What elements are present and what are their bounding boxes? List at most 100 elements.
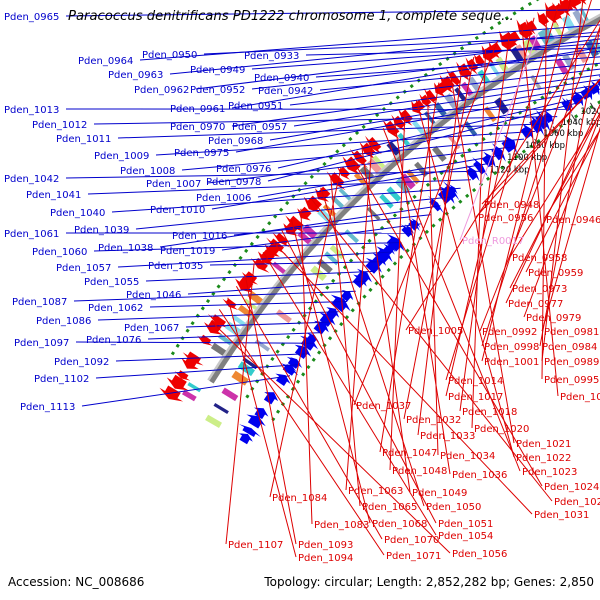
forward-gene-label[interactable]: Pden_1010	[150, 205, 205, 216]
forward-gene-label[interactable]: Pden_0949	[190, 65, 245, 76]
forward-gene-label[interactable]: Pden_1060	[32, 247, 87, 258]
forward-gene-label[interactable]: Pden_1087	[12, 297, 67, 308]
reverse-gene-label[interactable]: Pden_1071	[386, 551, 441, 562]
forward-gene-label[interactable]: Pden_0952	[190, 85, 245, 96]
reverse-gene-label[interactable]: Pden_1020	[474, 424, 529, 435]
reverse-gene-label[interactable]: Pden_0958	[512, 253, 567, 264]
reverse-gene-label[interactable]: Pden_1024	[544, 482, 599, 493]
reverse-gene-label[interactable]: Pden_1021	[516, 439, 571, 450]
reverse-gene-label[interactable]: Pden_0977	[508, 299, 563, 310]
forward-gene-label[interactable]: Pden_0940	[254, 73, 309, 84]
forward-gene-label[interactable]: Pden_1055	[84, 277, 139, 288]
reverse-gene-label[interactable]: Pden_1005	[408, 326, 463, 337]
forward-gene-label[interactable]: Pden_1113	[20, 402, 75, 413]
reverse-gene-label[interactable]: Pden_0979	[526, 313, 581, 324]
reverse-gene-label[interactable]: Pden_1033	[420, 431, 475, 442]
forward-gene-label[interactable]: Pden_0962	[134, 85, 189, 96]
reverse-gene-label[interactable]: Pden_1093	[298, 540, 353, 551]
forward-gene-label[interactable]: Pden_0978	[206, 177, 261, 188]
reverse-gene-label[interactable]: Pden_1084	[272, 493, 327, 504]
forward-gene-label[interactable]: Pden_0975	[174, 148, 229, 159]
reverse-gene-label[interactable]: Pden_1051	[438, 519, 493, 530]
forward-gene-label[interactable]: Pden_1097	[14, 338, 69, 349]
forward-gene-label[interactable]: Pden_1008	[120, 166, 175, 177]
reverse-gene-label[interactable]: Pden_1034	[440, 451, 495, 462]
reverse-gene-label[interactable]: Pden_1054	[438, 531, 493, 542]
reverse-gene-label[interactable]: Pden_1063	[348, 486, 403, 497]
reverse-gene-label[interactable]: Pden_1037	[356, 401, 411, 412]
forward-gene-label[interactable]: Pden_0951	[228, 101, 283, 112]
reverse-gene-label[interactable]: Pden_1023	[522, 467, 577, 478]
reverse-gene-label[interactable]: Pden_1107	[228, 540, 283, 551]
forward-gene-label[interactable]: Pden_0933	[244, 51, 299, 62]
forward-gene-label[interactable]: Pden_0950	[142, 50, 197, 61]
reverse-gene-label[interactable]: Pden_1002	[560, 392, 600, 403]
reverse-gene-label[interactable]: Pden_1025	[554, 497, 600, 508]
reverse-gene-label[interactable]: Pden_1049	[412, 488, 467, 499]
reverse-gene-label[interactable]: Pden_1048	[392, 466, 447, 477]
reverse-gene-label[interactable]: Pden_1068	[372, 519, 427, 530]
forward-gene-label[interactable]: Pden_0961	[170, 104, 225, 115]
rna-gene-label[interactable]: Pden_R0017	[462, 236, 524, 247]
forward-gene-label[interactable]: Pden_1057	[56, 263, 111, 274]
forward-gene-label[interactable]: Pden_0957	[232, 122, 287, 133]
reverse-gene-label[interactable]: Pden_0989	[544, 357, 599, 368]
forward-gene-label[interactable]: Pden_0970	[170, 122, 225, 133]
forward-gene-label[interactable]: Pden_1038	[98, 243, 153, 254]
reverse-gene-label[interactable]: Pden_1036	[452, 470, 507, 481]
reverse-gene-label[interactable]: Pden_1018	[462, 407, 517, 418]
reverse-gene-label[interactable]: Pden_1017	[448, 392, 503, 403]
forward-gene-label[interactable]: Pden_1061	[4, 229, 59, 240]
reverse-gene-label[interactable]: Pden_1094	[298, 553, 353, 564]
reverse-gene-label[interactable]: Pden_1014	[448, 376, 503, 387]
reverse-gene-label[interactable]: Pden_0948	[484, 200, 539, 211]
forward-gene-label[interactable]: Pden_0968	[208, 136, 263, 147]
reverse-cog-block	[338, 188, 352, 201]
reverse-gene-label[interactable]: Pden_1083	[314, 520, 369, 531]
reverse-gene-label[interactable]: Pden_0992	[482, 327, 537, 338]
reverse-gene-label[interactable]: Pden_1022	[516, 453, 571, 464]
forward-gene-label[interactable]: Pden_0965	[4, 12, 59, 23]
reverse-gene-label[interactable]: Pden_0946	[546, 215, 600, 226]
reverse-gene-label[interactable]: Pden_1050	[426, 502, 481, 513]
forward-gene-label[interactable]: Pden_1009	[94, 151, 149, 162]
forward-gene-label[interactable]: Pden_1011	[56, 134, 111, 145]
reverse-gene-label[interactable]: Pden_0995	[544, 375, 599, 386]
forward-gene-label[interactable]: Pden_1006	[196, 193, 251, 204]
reverse-gene-label[interactable]: Pden_1056	[452, 549, 507, 560]
forward-gene-label[interactable]: Pden_1086	[36, 316, 91, 327]
reverse-gene-label[interactable]: Pden_1031	[534, 510, 589, 521]
reverse-gene-label[interactable]: Pden_0998	[484, 342, 539, 353]
forward-gene-label[interactable]: Pden_1041	[26, 190, 81, 201]
reverse-gene-label[interactable]: Pden_1001	[484, 357, 539, 368]
forward-gene-label[interactable]: Pden_1076	[86, 335, 141, 346]
forward-gene-label[interactable]: Pden_0976	[216, 164, 271, 175]
forward-gene-label[interactable]: Pden_0963	[108, 70, 163, 81]
reverse-gene-label[interactable]: Pden_1065	[362, 502, 417, 513]
label-leader-line	[290, 219, 371, 524]
forward-gene-label[interactable]: Pden_1092	[54, 357, 109, 368]
reverse-gene-label[interactable]: Pden_1070	[384, 535, 439, 546]
reverse-gene-label[interactable]: Pden_0959	[528, 268, 583, 279]
reverse-gene-label[interactable]: Pden_0956	[478, 213, 533, 224]
forward-gene-label[interactable]: Pden_1042	[4, 174, 59, 185]
reverse-gene-label[interactable]: Pden_0973	[512, 284, 567, 295]
reverse-gene-label[interactable]: Pden_0981	[544, 327, 599, 338]
forward-gene-label[interactable]: Pden_1013	[4, 105, 59, 116]
forward-gene-label[interactable]: Pden_1040	[50, 208, 105, 219]
forward-gene-label[interactable]: Pden_1062	[88, 303, 143, 314]
forward-gene-label[interactable]: Pden_0964	[78, 56, 133, 67]
forward-gene-label[interactable]: Pden_1039	[74, 225, 129, 236]
forward-gene-label[interactable]: Pden_0942	[258, 86, 313, 97]
forward-gene-label[interactable]: Pden_1102	[34, 374, 89, 385]
reverse-gene-label[interactable]: Pden_1032	[406, 415, 461, 426]
forward-gene-label[interactable]: Pden_1019	[160, 246, 215, 257]
forward-gene-label[interactable]: Pden_1035	[148, 261, 203, 272]
forward-gene-label[interactable]: Pden_1007	[146, 179, 201, 190]
reverse-gene-label[interactable]: Pden_0984	[542, 342, 597, 353]
forward-gene-label[interactable]: Pden_1046	[126, 290, 181, 301]
forward-gene-label[interactable]: Pden_1067	[124, 323, 179, 334]
forward-gene-label[interactable]: Pden_1016	[172, 231, 227, 242]
forward-gene-label[interactable]: Pden_1012	[32, 120, 87, 131]
reverse-gene-label[interactable]: Pden_1047	[382, 448, 437, 459]
